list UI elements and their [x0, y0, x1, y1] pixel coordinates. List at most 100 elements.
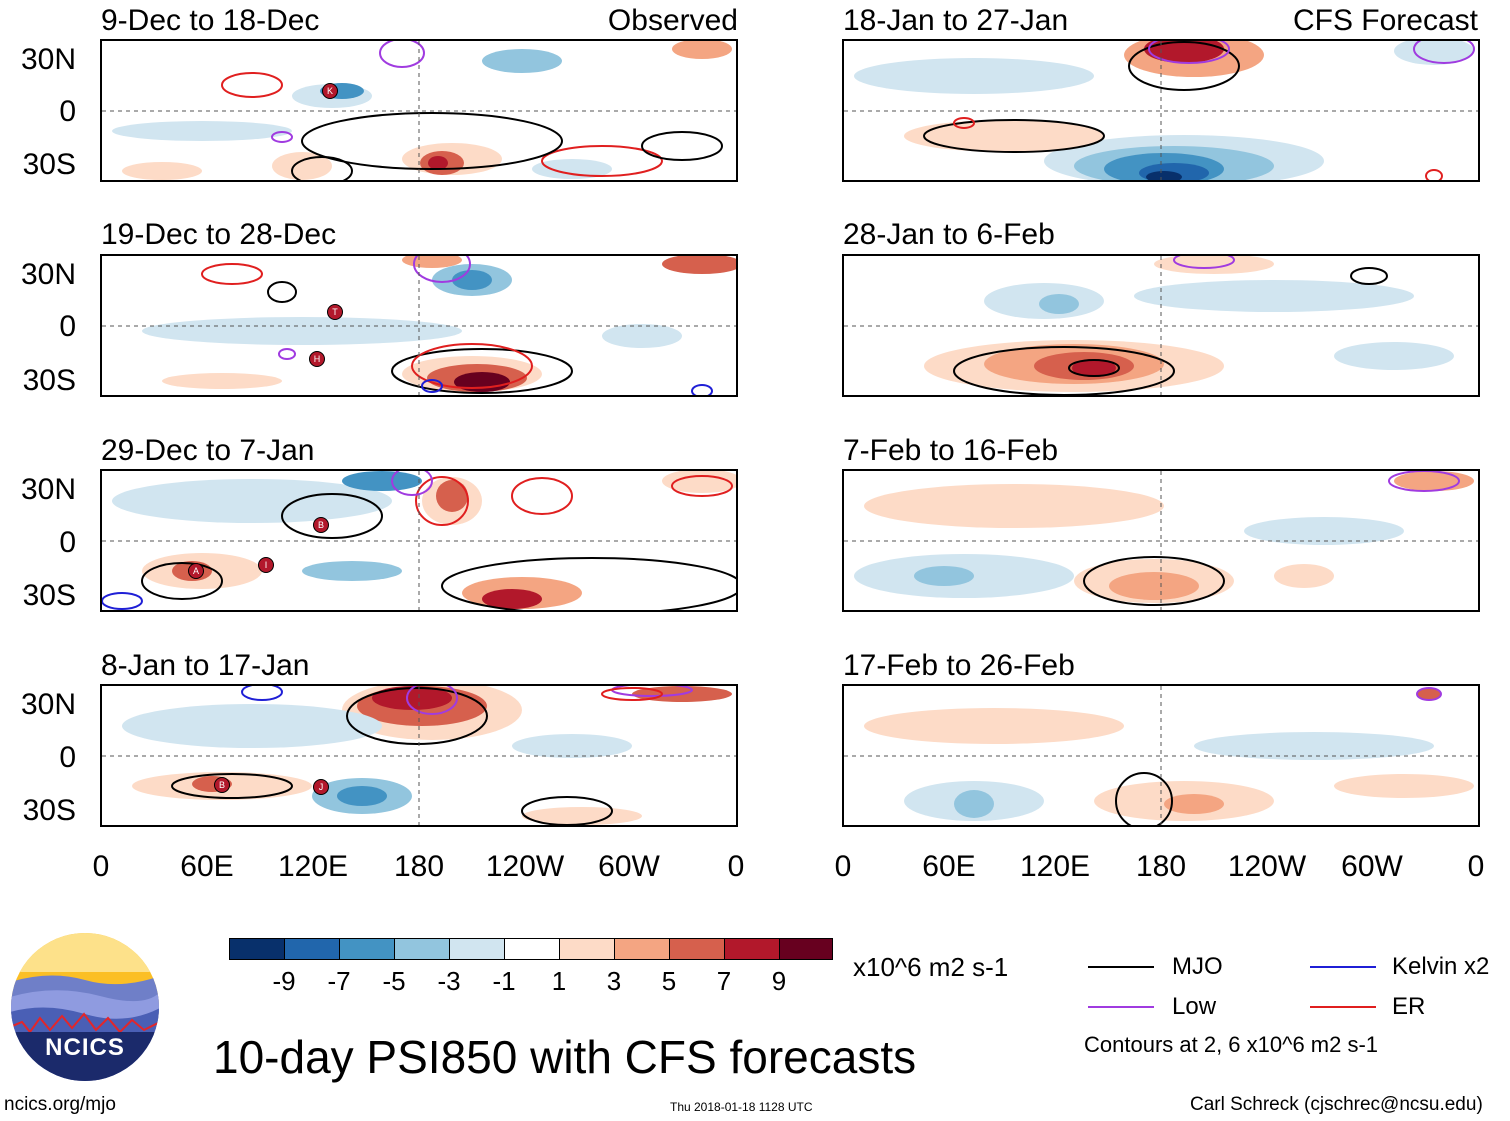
- low-contour: [391, 471, 433, 496]
- colorbar-tick: -9: [272, 966, 296, 996]
- footer-credit: Carl Schreck (cjschrec@ncsu.edu): [1190, 1094, 1483, 1115]
- lon-label: 180: [1135, 850, 1187, 883]
- colorbar-swatch: [559, 938, 615, 960]
- lon-label: 180: [393, 850, 445, 883]
- anomaly-shade: [372, 686, 452, 710]
- lon-label: 60W: [1341, 850, 1403, 883]
- colorbar-tick: -3: [437, 966, 461, 996]
- lat-label-0: 0: [59, 310, 76, 343]
- colorbar-units: x10^6 m2 s-1: [853, 952, 1009, 982]
- colorbar-tick: -5: [382, 966, 406, 996]
- lat-label-0: 0: [59, 526, 76, 559]
- panel-title-5: 18-Jan to 27-Jan: [843, 4, 1069, 37]
- er-contour: [511, 477, 573, 515]
- lat-label-30n: 30N: [20, 43, 76, 76]
- er-contour: [411, 343, 533, 389]
- legend-label-mjo: MJO: [1172, 953, 1223, 980]
- colorbar-swatch: [724, 938, 780, 960]
- storm-marker: J: [313, 779, 329, 795]
- anomaly-shade: [482, 49, 562, 73]
- anomaly-shade: [122, 162, 202, 180]
- anomaly-shade: [162, 373, 282, 389]
- anomaly-shade: [954, 790, 994, 818]
- mjo-contour: [291, 156, 353, 180]
- anomaly-shade: [302, 561, 402, 581]
- er-contour: [415, 476, 469, 526]
- kelvin-contour: [421, 379, 443, 393]
- lon-label: 120E: [277, 850, 349, 883]
- anomaly-shade: [1244, 517, 1404, 545]
- low-contour: [1413, 41, 1475, 64]
- anomaly-shade: [1109, 572, 1199, 600]
- anomaly-shade: [342, 471, 422, 491]
- anomaly-shade: [112, 479, 392, 523]
- colorbar-swatch: [614, 938, 670, 960]
- map-panel-29dec: B A I: [100, 469, 738, 612]
- anomaly-shade: [436, 480, 468, 512]
- mjo-contour: [301, 112, 563, 170]
- anomaly-shade: [272, 152, 332, 180]
- colorbar-tick: 7: [716, 966, 732, 996]
- lat-label-30s: 30S: [22, 579, 76, 612]
- panel-title-6: 28-Jan to 6-Feb: [843, 218, 1055, 251]
- anomaly-shade: [854, 58, 1094, 94]
- kelvin-contour: [691, 384, 713, 395]
- storm-marker: B: [313, 517, 329, 533]
- mjo-contour: [1128, 41, 1240, 91]
- er-contour: [601, 687, 663, 701]
- panel-title-7: 7-Feb to 16-Feb: [843, 434, 1059, 467]
- low-contour: [1173, 256, 1235, 269]
- anomaly-shade: [864, 708, 1124, 744]
- anomaly-shade: [602, 324, 682, 348]
- mjo-contour: [1068, 359, 1120, 377]
- mjo-contour: [953, 346, 1175, 395]
- anomaly-shade: [482, 589, 542, 609]
- map-panel-8jan: B J: [100, 684, 738, 827]
- anomaly-shade: [512, 734, 632, 758]
- lon-label: 60W: [598, 850, 660, 883]
- anomaly-shade: [1134, 280, 1414, 312]
- colorbar-tick: -7: [327, 966, 351, 996]
- legend-line-low: [1088, 1006, 1154, 1008]
- legend-label-er: ER: [1392, 993, 1426, 1020]
- mjo-contour: [346, 687, 488, 745]
- anomaly-shade: [1394, 471, 1474, 491]
- anomaly-shade: [1039, 294, 1079, 314]
- lat-label-30n: 30N: [20, 473, 76, 506]
- low-contour: [379, 41, 425, 68]
- storm-marker: A: [188, 563, 204, 579]
- colorbar-swatch: [394, 938, 450, 960]
- storm-marker: B: [214, 777, 230, 793]
- mjo-contour: [641, 131, 723, 161]
- anomaly-shade: [1274, 564, 1334, 588]
- map-panel-9dec: K: [100, 39, 738, 182]
- anomaly-shade: [672, 41, 732, 59]
- low-contour: [413, 256, 471, 283]
- mjo-contour: [521, 796, 613, 825]
- lon-label: 0: [727, 850, 745, 883]
- er-contour: [541, 145, 663, 177]
- observed-label: Observed: [607, 4, 738, 37]
- anomaly-shade: [1072, 359, 1116, 377]
- anomaly-shade: [1334, 774, 1474, 798]
- er-contour: [201, 263, 263, 285]
- panel-title-4: 8-Jan to 17-Jan: [101, 649, 310, 682]
- lon-label: 120W: [485, 850, 565, 883]
- anomaly-shade: [1334, 342, 1454, 370]
- colorbar-tick: 5: [661, 966, 677, 996]
- anomaly-shade: [1144, 41, 1224, 63]
- mjo-contour: [267, 281, 297, 303]
- colorbar-tick: 9: [771, 966, 787, 996]
- anomaly-shade: [1194, 732, 1434, 760]
- er-contour: [1425, 169, 1443, 180]
- legend-line-mjo: [1088, 966, 1154, 968]
- contour-note: Contours at 2, 6 x10^6 m2 s-1: [1084, 1032, 1379, 1057]
- mjo-contour: [141, 562, 223, 600]
- lat-label-30s: 30S: [22, 364, 76, 397]
- lat-label-30s: 30S: [22, 794, 76, 827]
- anomaly-shade: [402, 256, 462, 268]
- map-panel-7feb: [842, 469, 1480, 612]
- mjo-contour: [441, 557, 736, 610]
- er-contour: [221, 72, 283, 98]
- low-contour: [1148, 41, 1230, 64]
